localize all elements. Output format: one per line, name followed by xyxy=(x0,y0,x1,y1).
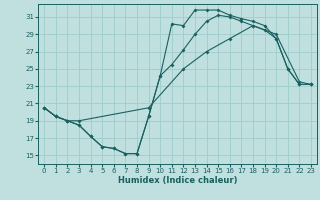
X-axis label: Humidex (Indice chaleur): Humidex (Indice chaleur) xyxy=(118,176,237,185)
